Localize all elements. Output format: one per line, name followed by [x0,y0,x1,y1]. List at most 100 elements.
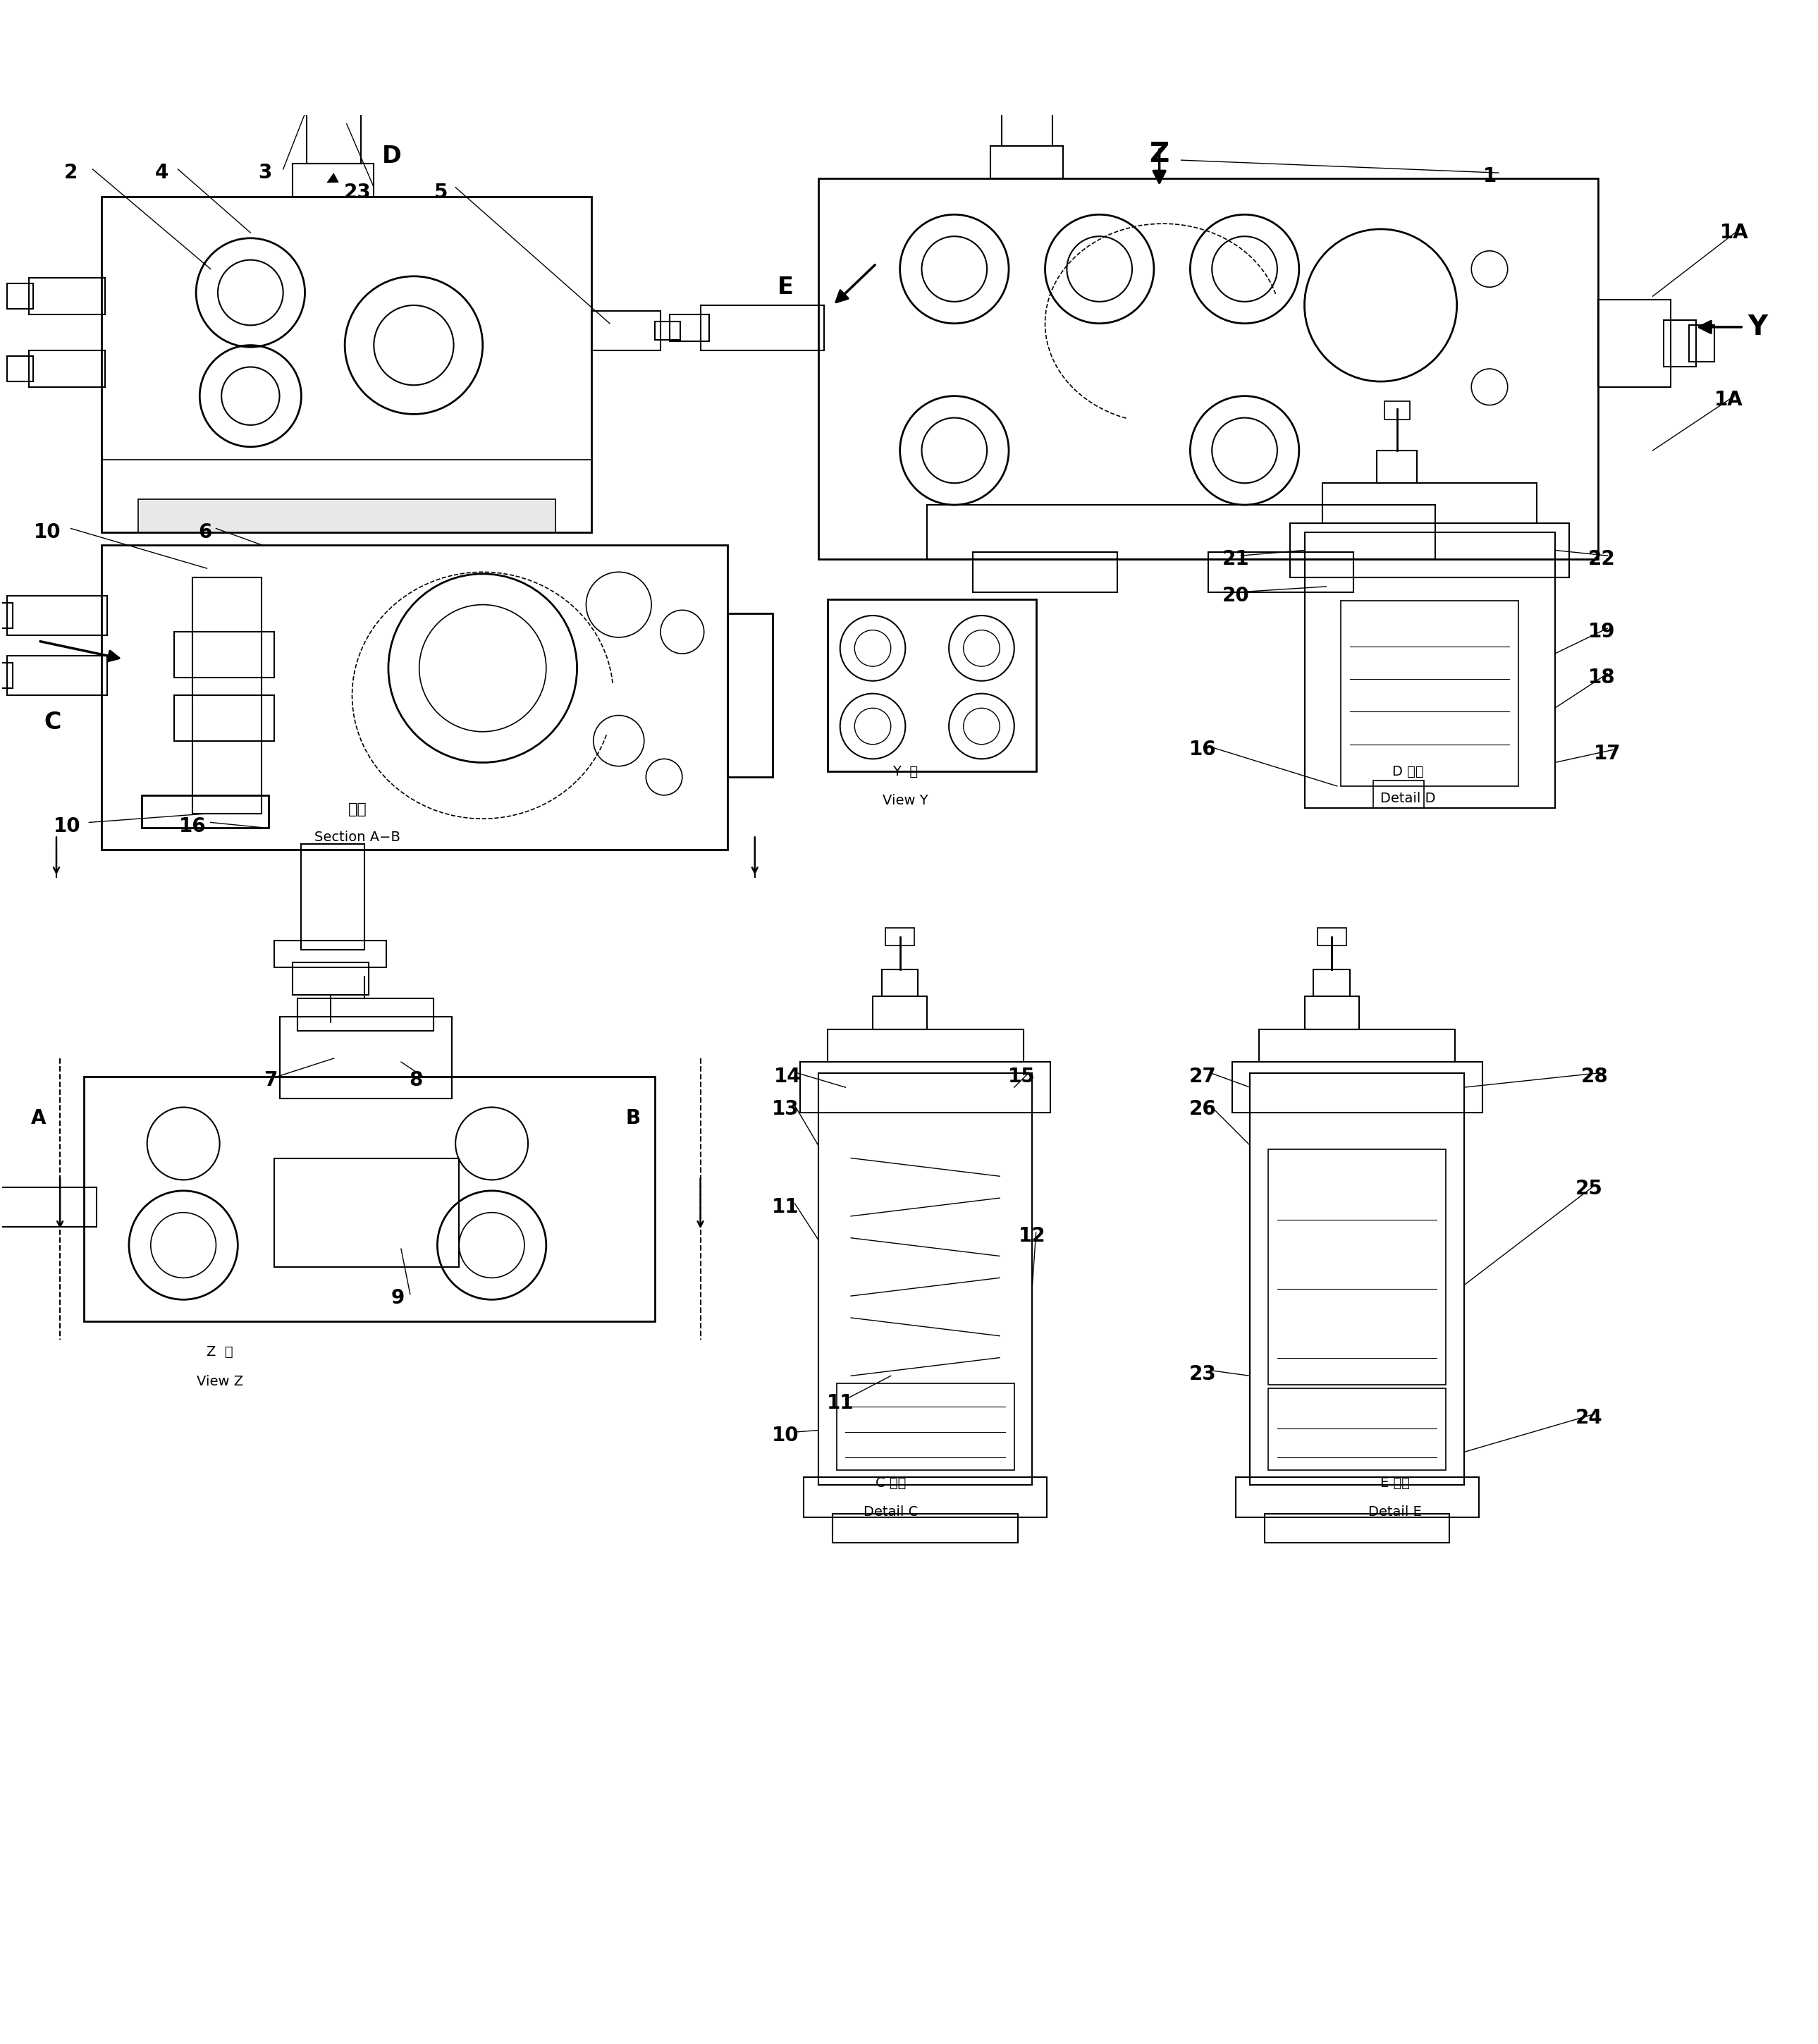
Bar [1251,1073,1463,1484]
Bar [293,164,375,196]
Bar [307,108,362,164]
Bar [275,940,387,967]
Bar [991,145,1064,178]
Bar [800,1063,1051,1112]
Bar [193,578,262,814]
Text: 断面: 断面 [347,803,367,818]
Bar [1340,601,1518,787]
Bar [1383,401,1409,419]
Bar [727,613,773,777]
Bar [1002,94,1053,145]
Bar [0,1188,96,1226]
Bar [1598,300,1671,386]
Bar [1269,1149,1445,1386]
Bar [804,1478,1047,1517]
Text: 16: 16 [178,816,205,836]
Bar [836,1384,1014,1470]
Text: E: E [778,276,794,298]
Bar [833,1515,1018,1543]
Text: 19: 19 [1589,621,1616,642]
Text: 11: 11 [827,1394,854,1412]
Bar [322,45,344,55]
Bar [1291,523,1569,578]
Bar [700,305,824,352]
Text: Section A−B: Section A−B [315,830,400,844]
Text: 1: 1 [1483,168,1496,186]
Bar [7,284,33,309]
Text: Detail C: Detail C [864,1504,918,1519]
Bar [1314,969,1349,997]
Bar [0,603,13,628]
Bar [591,311,660,352]
Bar [175,632,275,677]
Text: 2: 2 [64,164,78,182]
Bar [1209,552,1353,593]
Bar [0,662,13,689]
Text: D 詳細: D 詳細 [1393,764,1423,779]
Text: Detail D: Detail D [1380,793,1436,805]
Text: 6: 6 [198,521,213,542]
Bar [1269,1388,1445,1470]
Text: 10: 10 [773,1427,800,1445]
Bar [7,356,33,382]
Bar [7,595,107,636]
Bar [102,196,591,531]
Text: 23: 23 [344,182,371,202]
Text: View Z: View Z [196,1374,244,1388]
Bar [1318,928,1345,946]
Text: Detail E: Detail E [1369,1504,1422,1519]
Text: 28: 28 [1582,1067,1609,1085]
Bar [818,1073,1033,1484]
Bar [316,78,349,108]
Bar [138,499,554,531]
Bar [818,178,1598,560]
Bar [1233,1063,1482,1112]
Text: 27: 27 [1189,1067,1216,1085]
Text: 1A: 1A [1720,223,1749,243]
Text: Y  視: Y 視 [893,764,918,779]
Bar [885,928,914,946]
Bar [7,656,107,695]
Bar [873,997,927,1030]
Text: 26: 26 [1189,1100,1216,1118]
Text: Z: Z [1149,141,1169,168]
Bar [293,963,369,995]
Text: 21: 21 [1222,550,1249,568]
Text: Z  視: Z 視 [207,1345,233,1359]
Bar [1689,325,1714,362]
Bar [275,1159,460,1267]
Text: 25: 25 [1576,1179,1603,1198]
Text: 23: 23 [1189,1363,1216,1384]
Bar [827,599,1036,771]
Bar [973,552,1118,593]
Bar [1265,1515,1449,1543]
Bar [1009,61,1042,94]
Text: 24: 24 [1576,1408,1603,1427]
Text: Y: Y [1749,313,1767,341]
Text: 11: 11 [773,1198,800,1216]
Bar [84,1077,654,1320]
Text: 14: 14 [774,1067,802,1085]
Text: 8: 8 [409,1071,422,1089]
Bar [927,505,1434,560]
Text: 3: 3 [258,164,273,182]
Text: 4: 4 [155,164,169,182]
Text: 10: 10 [55,816,80,836]
Bar [669,315,709,341]
Bar [29,278,105,315]
Text: 1A: 1A [1714,390,1743,409]
Text: 10: 10 [35,521,62,542]
Bar [1236,1478,1478,1517]
Bar [175,695,275,740]
Bar [302,844,365,948]
Bar [142,795,269,828]
Bar [280,1016,453,1098]
Bar [1663,319,1696,368]
Text: 22: 22 [1589,550,1616,568]
Bar [1305,531,1554,807]
Bar [1373,781,1423,807]
Bar [102,546,727,850]
Text: 20: 20 [1222,587,1249,605]
Text: C 詳細: C 詳細 [876,1476,905,1490]
Text: A: A [31,1108,45,1128]
